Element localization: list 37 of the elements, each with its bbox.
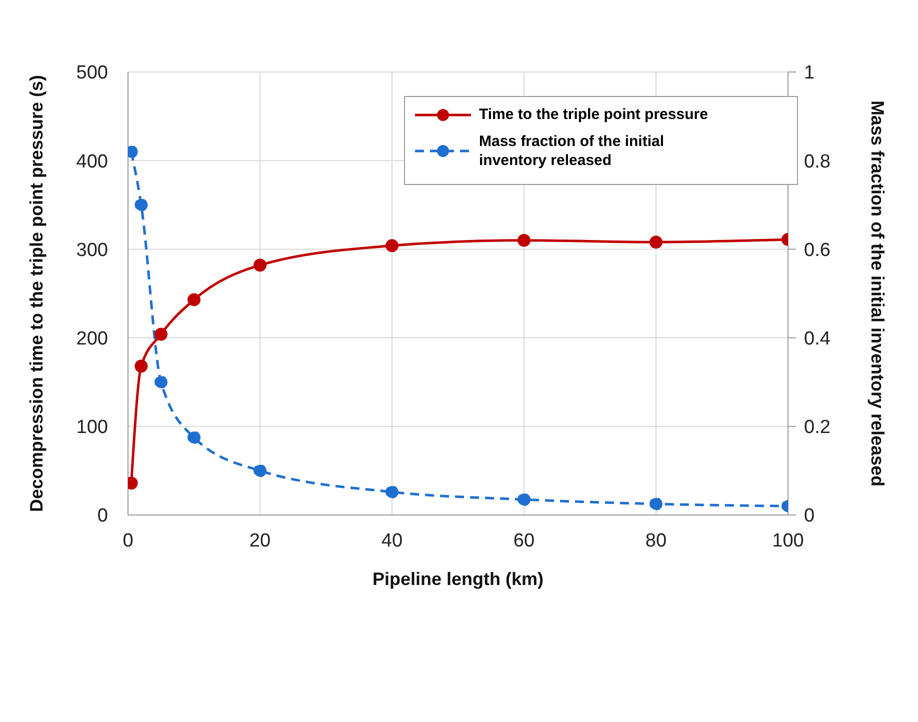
point bbox=[386, 239, 398, 252]
point bbox=[386, 485, 398, 498]
x-tick-label: 60 bbox=[513, 530, 535, 552]
y-tick-label: 300 bbox=[76, 240, 108, 261]
y2-tick-label: 0.2 bbox=[804, 417, 830, 438]
point bbox=[650, 236, 662, 249]
x-tick-label: 80 bbox=[645, 530, 667, 552]
y2-tick-label: 0 bbox=[804, 506, 815, 527]
legend-label: Time to the triple point pressure bbox=[479, 105, 708, 124]
y-tick-label: 500 bbox=[76, 62, 108, 84]
y2-tick-label: 0.4 bbox=[804, 328, 831, 350]
y2-axis-title: Mass fraction of the initial inventory released bbox=[868, 100, 888, 487]
point bbox=[518, 234, 530, 247]
y2-tick-label: 0.6 bbox=[804, 240, 830, 261]
y-tick-label: 200 bbox=[76, 328, 108, 350]
point bbox=[154, 328, 168, 341]
x-axis-title: Pipeline length (km) bbox=[372, 569, 544, 589]
y-tick-label: 0 bbox=[97, 506, 108, 527]
x-tick-label: 40 bbox=[381, 530, 403, 552]
point bbox=[518, 492, 530, 506]
point bbox=[134, 360, 148, 373]
y2-tick-label: 0.8 bbox=[804, 151, 830, 172]
y-axis-title: Decompression time to the triple point pressure (s) bbox=[26, 74, 46, 512]
x-tick-label: 20 bbox=[249, 530, 271, 552]
x-tick-label: 0 bbox=[122, 530, 134, 552]
point bbox=[188, 293, 200, 306]
point bbox=[650, 497, 662, 510]
point bbox=[254, 464, 266, 478]
y-tick-label: 400 bbox=[76, 151, 108, 172]
point bbox=[188, 430, 200, 444]
point bbox=[254, 258, 266, 272]
y-tick-label: 100 bbox=[76, 417, 108, 438]
legend-label: Mass fraction of the initial inventory released bbox=[479, 132, 666, 170]
point bbox=[134, 198, 148, 212]
y2-tick-label: 1 bbox=[804, 62, 815, 84]
point bbox=[154, 376, 168, 389]
x-tick-label: 100 bbox=[772, 530, 804, 552]
